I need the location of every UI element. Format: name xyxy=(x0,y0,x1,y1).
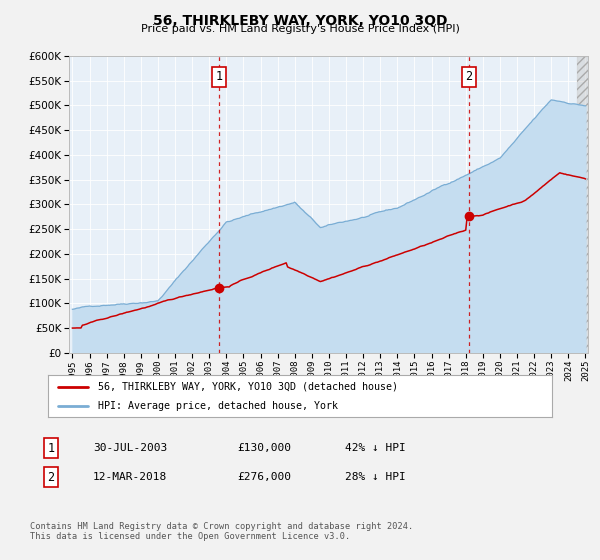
Text: 56, THIRKLEBY WAY, YORK, YO10 3QD: 56, THIRKLEBY WAY, YORK, YO10 3QD xyxy=(153,14,447,28)
Text: 12-MAR-2018: 12-MAR-2018 xyxy=(93,472,167,482)
Text: £130,000: £130,000 xyxy=(237,443,291,453)
Bar xyxy=(577,56,589,353)
Text: Price paid vs. HM Land Registry's House Price Index (HPI): Price paid vs. HM Land Registry's House … xyxy=(140,24,460,34)
Text: 1: 1 xyxy=(47,441,55,455)
Text: 1: 1 xyxy=(215,70,223,83)
Text: This data is licensed under the Open Government Licence v3.0.: This data is licensed under the Open Gov… xyxy=(30,532,350,541)
Text: 56, THIRKLEBY WAY, YORK, YO10 3QD (detached house): 56, THIRKLEBY WAY, YORK, YO10 3QD (detac… xyxy=(98,382,398,392)
Text: 42% ↓ HPI: 42% ↓ HPI xyxy=(345,443,406,453)
Text: 30-JUL-2003: 30-JUL-2003 xyxy=(93,443,167,453)
Bar xyxy=(577,56,589,353)
Text: £276,000: £276,000 xyxy=(237,472,291,482)
Text: 2: 2 xyxy=(466,70,473,83)
Text: HPI: Average price, detached house, York: HPI: Average price, detached house, York xyxy=(98,401,338,411)
Text: Contains HM Land Registry data © Crown copyright and database right 2024.: Contains HM Land Registry data © Crown c… xyxy=(30,522,413,531)
Text: 2: 2 xyxy=(47,470,55,484)
Text: 28% ↓ HPI: 28% ↓ HPI xyxy=(345,472,406,482)
